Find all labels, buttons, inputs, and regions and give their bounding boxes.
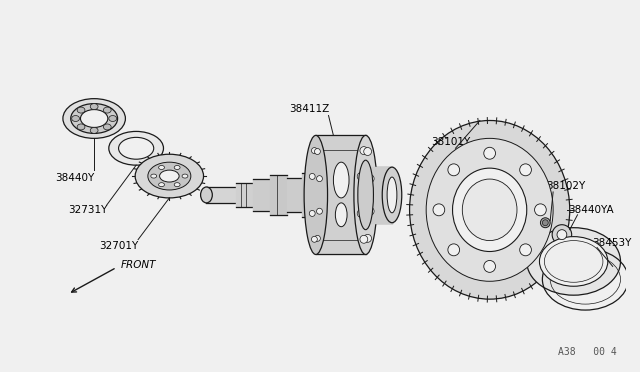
Text: A38   00 4: A38 00 4 <box>558 347 617 357</box>
Ellipse shape <box>182 174 188 178</box>
Ellipse shape <box>462 179 517 241</box>
Ellipse shape <box>314 235 321 241</box>
Ellipse shape <box>552 225 572 244</box>
Ellipse shape <box>317 208 323 214</box>
Text: 38101Y: 38101Y <box>431 137 470 147</box>
Ellipse shape <box>545 241 603 282</box>
Ellipse shape <box>81 110 108 128</box>
Ellipse shape <box>151 174 157 178</box>
Ellipse shape <box>382 167 402 223</box>
Ellipse shape <box>335 203 347 227</box>
Ellipse shape <box>433 204 445 216</box>
Ellipse shape <box>312 148 317 154</box>
Ellipse shape <box>90 128 98 134</box>
Text: 38102Y: 38102Y <box>547 181 586 191</box>
Ellipse shape <box>317 176 323 182</box>
Ellipse shape <box>200 187 212 203</box>
Polygon shape <box>365 167 392 223</box>
Polygon shape <box>270 175 287 215</box>
Ellipse shape <box>333 162 349 198</box>
Polygon shape <box>287 178 302 212</box>
Ellipse shape <box>520 244 531 256</box>
Ellipse shape <box>135 154 204 198</box>
Ellipse shape <box>109 131 163 165</box>
Ellipse shape <box>104 124 111 130</box>
Ellipse shape <box>312 236 317 242</box>
Ellipse shape <box>354 135 378 254</box>
Ellipse shape <box>109 116 116 122</box>
Ellipse shape <box>448 244 460 256</box>
Ellipse shape <box>71 104 118 134</box>
Ellipse shape <box>159 166 164 170</box>
Text: 38440YA: 38440YA <box>568 205 613 215</box>
Ellipse shape <box>387 177 397 213</box>
Ellipse shape <box>63 99 125 138</box>
Ellipse shape <box>314 148 321 154</box>
Ellipse shape <box>452 168 527 251</box>
Ellipse shape <box>90 104 98 110</box>
Ellipse shape <box>148 162 191 190</box>
Ellipse shape <box>358 160 374 230</box>
Ellipse shape <box>77 124 85 130</box>
Ellipse shape <box>540 237 608 286</box>
Text: 32731Y: 32731Y <box>68 205 107 215</box>
Text: 38453Y: 38453Y <box>592 238 632 248</box>
Ellipse shape <box>542 220 548 226</box>
Ellipse shape <box>357 173 365 180</box>
Polygon shape <box>236 183 253 207</box>
Ellipse shape <box>364 234 372 242</box>
Ellipse shape <box>104 107 111 113</box>
Ellipse shape <box>159 170 179 182</box>
Ellipse shape <box>72 116 79 122</box>
Ellipse shape <box>448 164 460 176</box>
Ellipse shape <box>484 147 495 159</box>
Ellipse shape <box>118 137 154 159</box>
Ellipse shape <box>309 211 315 217</box>
Text: 38440Y: 38440Y <box>55 173 94 183</box>
Ellipse shape <box>357 209 365 217</box>
Text: FRONT: FRONT <box>120 260 156 270</box>
Ellipse shape <box>77 107 85 113</box>
Ellipse shape <box>527 228 621 295</box>
Ellipse shape <box>360 235 368 243</box>
Ellipse shape <box>309 173 315 179</box>
Text: 32701Y: 32701Y <box>99 241 138 251</box>
Ellipse shape <box>557 230 567 240</box>
Polygon shape <box>302 173 316 217</box>
Ellipse shape <box>366 175 374 183</box>
Ellipse shape <box>360 147 368 154</box>
Ellipse shape <box>304 135 328 254</box>
Polygon shape <box>253 179 270 211</box>
Ellipse shape <box>364 148 372 155</box>
Polygon shape <box>207 187 236 203</box>
Ellipse shape <box>366 207 374 215</box>
Ellipse shape <box>410 121 570 299</box>
Ellipse shape <box>484 260 495 272</box>
Ellipse shape <box>159 183 164 187</box>
Ellipse shape <box>540 218 550 228</box>
Ellipse shape <box>534 204 547 216</box>
Text: 38411Z: 38411Z <box>289 103 330 113</box>
Ellipse shape <box>174 183 180 187</box>
Polygon shape <box>316 135 365 254</box>
Ellipse shape <box>174 166 180 170</box>
Ellipse shape <box>520 164 531 176</box>
Ellipse shape <box>426 138 553 281</box>
